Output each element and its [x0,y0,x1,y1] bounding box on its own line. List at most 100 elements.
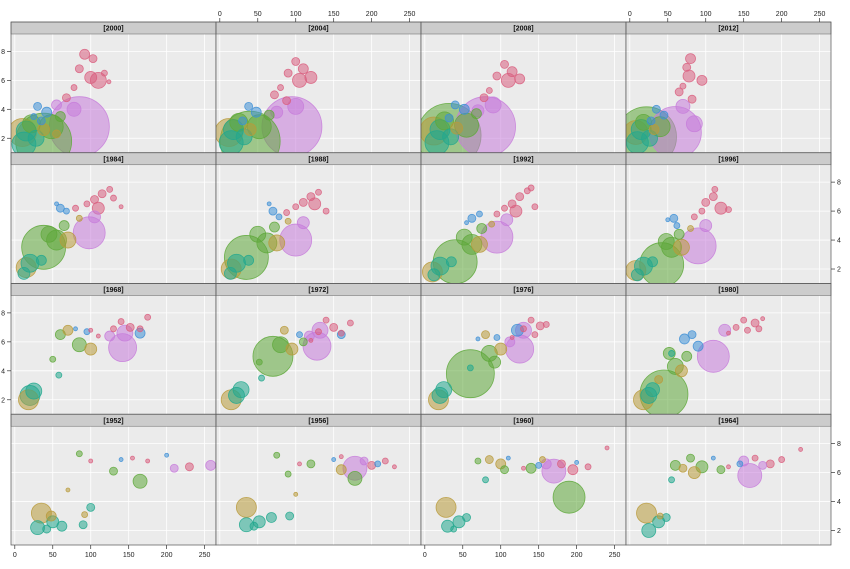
bubble-point [567,464,579,476]
bubble-point [132,473,148,489]
bubble-point [515,192,525,202]
bubble-point [235,496,257,518]
axis-group: 0 50 100 150 200 250 [13,545,211,559]
bubble-point [604,445,610,451]
bubble-point [479,93,489,103]
panel-year-label: [1984] [103,156,123,163]
bubble-point [62,324,74,336]
bubble-point [88,458,94,464]
bubble-point [445,349,495,399]
bubble-group [18,313,152,411]
bubble-point [54,201,59,207]
panel-year-label: [1960] [513,418,533,425]
bubble-point [584,463,592,471]
bubble-point [284,217,292,225]
x-tick-label: 50 [254,11,262,18]
bubble-point [145,458,151,464]
bubble-point [531,331,539,339]
bubble-point [505,455,511,461]
bubble-point [58,220,70,231]
bubble-point [169,463,179,473]
panel: [1996] [625,152,832,284]
bubble-point [462,513,471,522]
bubble-point [675,99,691,114]
bubble-point [296,331,303,339]
bubble-point [249,521,259,531]
x-tick-label: 0 [423,552,427,559]
panel: [1976] [420,283,627,415]
panel-year-label: [2004] [308,26,328,33]
y-tick-label: 4 [1,107,5,114]
bubble-point [164,452,170,458]
bubble-point [59,231,77,249]
bubble-point [668,350,675,357]
bubble-point [243,254,255,266]
bubble-point [106,185,114,193]
bubble-point [521,465,526,471]
bubble-point [656,512,664,520]
x-tick-label: 250 [199,552,211,559]
bubble-point [450,525,458,533]
panel-year-label: [1968] [103,287,123,294]
bubble-point [110,325,117,333]
bubble-point [118,457,124,462]
bubble-point [42,524,52,534]
bubble-point [74,64,84,74]
bubble-point [687,466,701,479]
x-tick-label: 200 [161,552,173,559]
x-tick-label: 250 [609,552,621,559]
y-tick-label: 2 [1,136,5,143]
bubble-point [673,222,681,229]
bubble-point [535,461,543,469]
bubble-point [71,337,87,353]
bubble-point [427,268,441,282]
y-tick-label: 2 [837,528,841,535]
bubble-point [668,476,675,484]
bubble-point [266,201,272,207]
panel-frame [625,413,832,546]
bubble-group [428,316,550,411]
bubble-point [73,326,78,332]
bubble-point [716,465,726,475]
x-tick-label: 150 [738,11,750,18]
bubble-point [714,201,728,215]
bubble-point [52,129,61,139]
bubble-group [636,447,804,538]
bubble-point [701,198,711,207]
bubble-point [474,457,482,465]
bubble-point [359,456,369,466]
bubble-point [751,454,759,462]
bubble-point [298,198,308,207]
x-tick-label: 250 [814,11,826,18]
bubble-point [636,502,657,524]
bubble-point [696,74,708,86]
axis-group: 2 4 6 8 [1,310,11,404]
panel: [1964] [625,413,832,546]
y-tick-label: 8 [1,310,5,317]
x-tick-label: 50 [459,552,467,559]
bubble-point [476,210,483,218]
bubble-group [216,57,323,153]
bubble-point [755,325,763,333]
bubble-point [552,480,586,514]
x-tick-label: 100 [700,11,712,18]
bubble-point [346,319,354,327]
bubble-point [110,194,117,202]
bubble-group [235,451,397,533]
bubble-point [647,256,658,268]
bubble-point [648,124,660,135]
bubble-point [285,511,295,521]
bubble-point [471,108,482,120]
x-tick-label: 0 [628,11,632,18]
bubble-point [381,457,389,465]
bubble-point [62,93,71,103]
bubble-point [95,333,101,339]
y-tick-label: 8 [1,49,5,56]
bubble-point [435,496,457,518]
bubble-point [337,329,345,337]
bubble-point [266,512,277,523]
bubble-point [520,325,527,333]
bubble-point [492,71,502,81]
bubble-point [291,57,301,66]
panel-year-label: [1964] [718,418,738,425]
